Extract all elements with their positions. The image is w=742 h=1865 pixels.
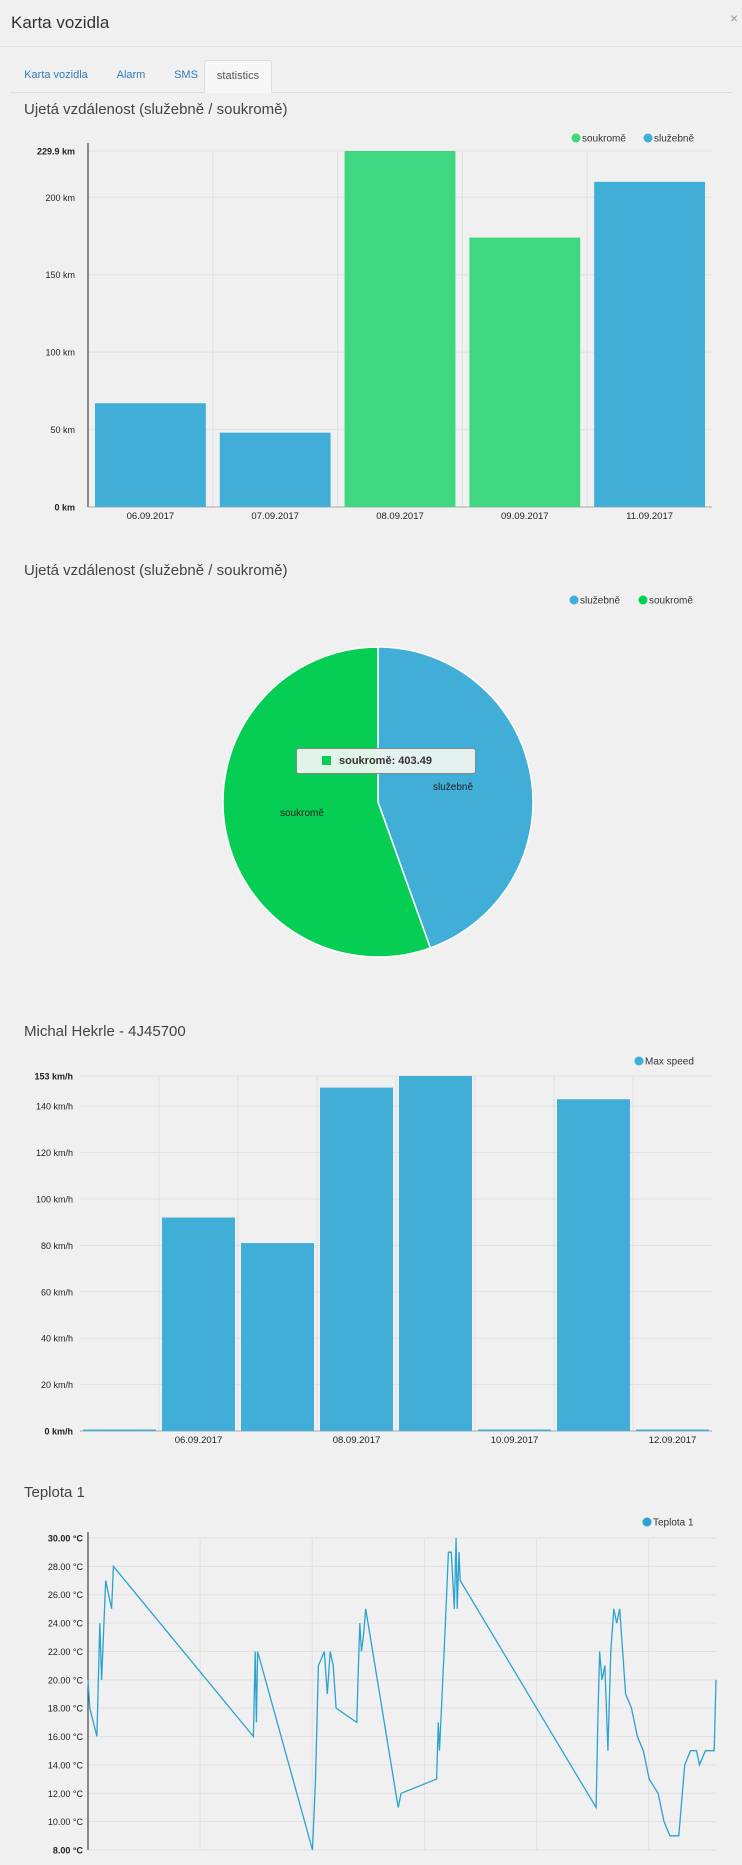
x-tick-label: 10.09.2017	[491, 1435, 539, 1445]
x-tick-label: 06.09.2017	[127, 511, 175, 522]
y-tick-label: 14.00 °C	[48, 1760, 84, 1770]
legend-teplota-swatch	[642, 1517, 652, 1527]
y-tick-label: 0 km	[54, 503, 75, 513]
bar	[636, 1429, 709, 1431]
pie-slice[interactable]	[377, 646, 534, 949]
tab-bar: Karta vozidla Alarm SMS statistics	[10, 60, 732, 93]
x-tick-label: 12.09.2017	[649, 1435, 697, 1445]
y-tick-label: 100 km	[45, 348, 75, 358]
legend-sluzebne-swatch	[569, 595, 579, 605]
y-tick-label: 40 km/h	[41, 1334, 73, 1344]
y-tick-label: 0 km/h	[44, 1427, 73, 1437]
pie-label-sluzebne: služebně	[433, 782, 473, 793]
chart4-title: Teplota 1	[24, 1484, 85, 1501]
y-tick-label: 24.00 °C	[48, 1619, 84, 1629]
y-tick-label: 28.00 °C	[48, 1562, 84, 1572]
legend-sluzebne-label[interactable]: služebně	[580, 596, 620, 607]
x-tick-label: 07.09.2017	[251, 511, 299, 522]
bar	[594, 181, 705, 508]
tooltip-swatch	[322, 756, 331, 765]
bar	[83, 1429, 156, 1431]
legend-soukrome-swatch	[571, 133, 581, 143]
chart2-title: Ujetá vzdálenost (služebně / soukromě)	[24, 562, 288, 579]
y-tick-label: 80 km/h	[41, 1241, 73, 1251]
tab-sms[interactable]: SMS	[174, 69, 198, 81]
pie-tooltip: soukromě: 403.49	[296, 748, 476, 774]
y-tick-label: 18.00 °C	[48, 1704, 84, 1714]
tab-karta-vozidla[interactable]: Karta vozidla	[24, 69, 88, 81]
y-tick-label: 100 km/h	[36, 1194, 73, 1204]
pie-slice[interactable]	[222, 646, 432, 958]
y-tick-label: 153 km/h	[34, 1072, 73, 1082]
x-tick-label: 08.09.2017	[333, 1435, 381, 1445]
legend-sluzebne-swatch	[643, 133, 653, 143]
y-tick-label: 150 km	[45, 270, 75, 280]
distance-bar-chart: soukromě služebně 0 km 50 km 100 km 150 km 2…	[37, 133, 712, 522]
y-tick-label: 20.00 °C	[48, 1675, 84, 1685]
tooltip-text: soukromě: 403.49	[339, 755, 432, 767]
bar	[320, 1087, 393, 1431]
legend-soukrome-label[interactable]: soukromě	[582, 134, 626, 145]
legend-max-speed-label[interactable]: Max speed	[645, 1057, 694, 1068]
legend-max-speed-swatch	[634, 1056, 644, 1066]
y-tick-label: 20 km/h	[41, 1380, 73, 1390]
y-tick-label: 26.00 °C	[48, 1590, 84, 1600]
y-tick-label: 10.00 °C	[48, 1817, 84, 1827]
y-tick-label: 16.00 °C	[48, 1732, 84, 1742]
y-tick-label: 140 km/h	[36, 1102, 73, 1112]
bar	[344, 151, 456, 507]
bar	[95, 403, 206, 507]
temperature-series-line	[87, 1537, 717, 1851]
modal-title: Karta vozidla	[11, 13, 110, 32]
y-tick-label: 229.9 km	[37, 147, 75, 157]
x-tick-label: 11.09.2017	[626, 511, 673, 522]
chart1-title: Ujetá vzdálenost (služebně / soukromě)	[24, 101, 288, 118]
legend-soukrome-swatch	[638, 595, 648, 605]
tab-statistics[interactable]: statistics	[204, 60, 272, 93]
tab-alarm[interactable]: Alarm	[116, 69, 146, 81]
temperature-line-chart: Teplota 1 8.00 °C 10.00 °C 12.00 °C 14.00 °…	[48, 1517, 717, 1856]
distance-pie-chart: služebně soukromě služebně soukromě	[222, 595, 693, 958]
bar	[478, 1429, 551, 1431]
legend-soukrome-label[interactable]: soukromě	[649, 596, 693, 607]
bar	[162, 1217, 235, 1431]
y-tick-label: 22.00 °C	[48, 1647, 84, 1657]
modal-header: Karta vozidla ×	[0, 0, 742, 47]
legend-teplota-label[interactable]: Teplota 1	[653, 1518, 694, 1529]
close-icon[interactable]: ×	[730, 10, 739, 26]
bar	[241, 1243, 314, 1431]
speed-bar-chart: Max speed 0 km/h 20 km/h 40 km/h 60 km/h 80 …	[34, 1056, 712, 1445]
x-tick-label: 09.09.2017	[501, 511, 549, 522]
y-tick-label: 8.00 °C	[53, 1846, 84, 1856]
y-tick-label: 60 km/h	[41, 1287, 73, 1297]
bar	[399, 1076, 472, 1431]
y-tick-label: 200 km	[45, 193, 75, 203]
bar	[469, 237, 581, 508]
pie-label-soukrome: soukromě	[280, 808, 324, 819]
bar	[219, 432, 331, 507]
y-tick-label: 50 km	[50, 425, 75, 435]
x-tick-label: 06.09.2017	[175, 1435, 223, 1445]
y-tick-label: 120 km/h	[36, 1148, 73, 1158]
legend-sluzebne-label[interactable]: služebně	[654, 134, 694, 145]
y-tick-label: 30.00 °C	[48, 1534, 84, 1544]
y-tick-label: 12.00 °C	[48, 1789, 84, 1799]
bar	[557, 1099, 630, 1431]
chart3-title: Michal Hekrle - 4J45700	[24, 1023, 186, 1040]
x-tick-label: 08.09.2017	[376, 511, 424, 522]
